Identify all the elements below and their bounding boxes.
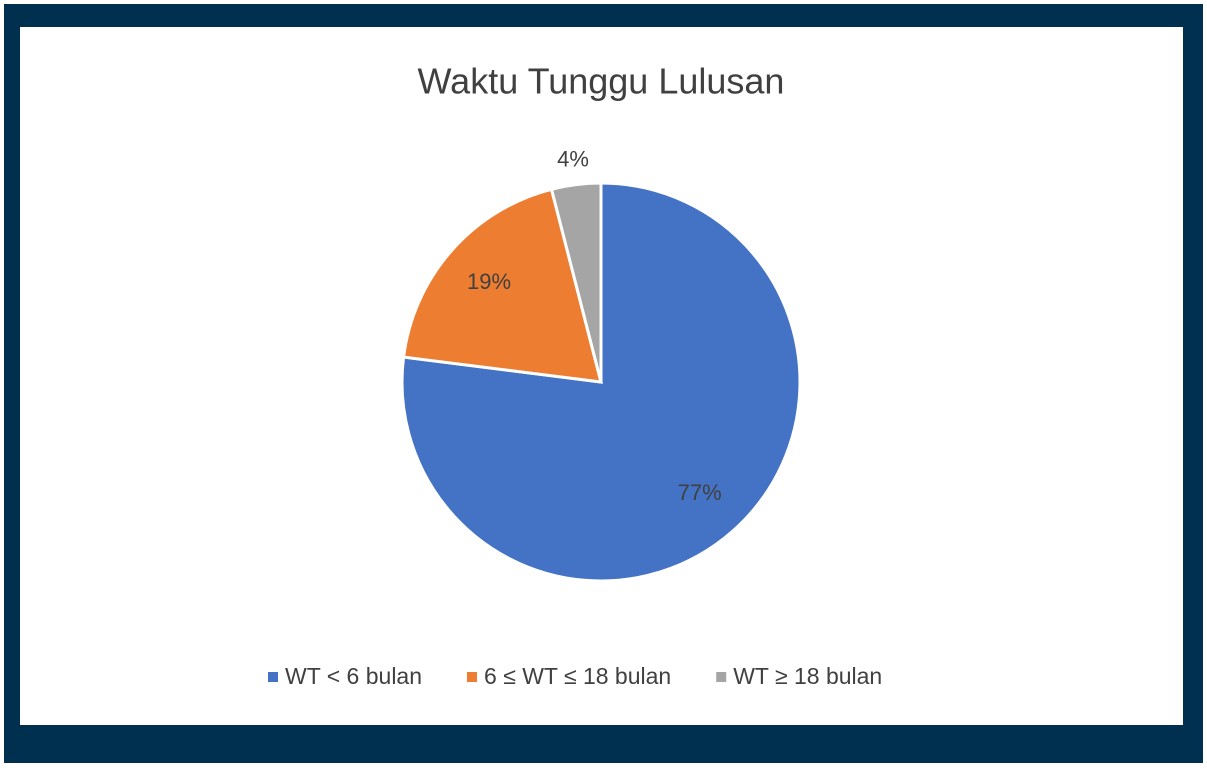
pie-slice xyxy=(549,181,603,383)
legend-swatch xyxy=(268,672,278,682)
legend-swatch xyxy=(467,672,478,682)
legend-label: WT < 6 bulan xyxy=(285,663,422,689)
pie-slice xyxy=(401,187,604,384)
legend-label: WT ≥ 18 bulan xyxy=(733,663,882,689)
pie-slice xyxy=(400,181,802,583)
data-label: 4% xyxy=(557,147,589,172)
pie: 77% 19% 4% xyxy=(400,147,802,583)
data-label: 77% xyxy=(678,480,722,505)
chart-title: Waktu Tunggu Lulusan xyxy=(418,61,785,102)
data-label: 19% xyxy=(467,269,511,294)
legend-label: 6 ≤ WT ≤ 18 bulan xyxy=(484,663,671,689)
legend-swatch xyxy=(716,672,727,682)
legend: WT < 6 bulan 6 ≤ WT ≤ 18 bulan WT ≥ 18 bul… xyxy=(268,663,882,689)
